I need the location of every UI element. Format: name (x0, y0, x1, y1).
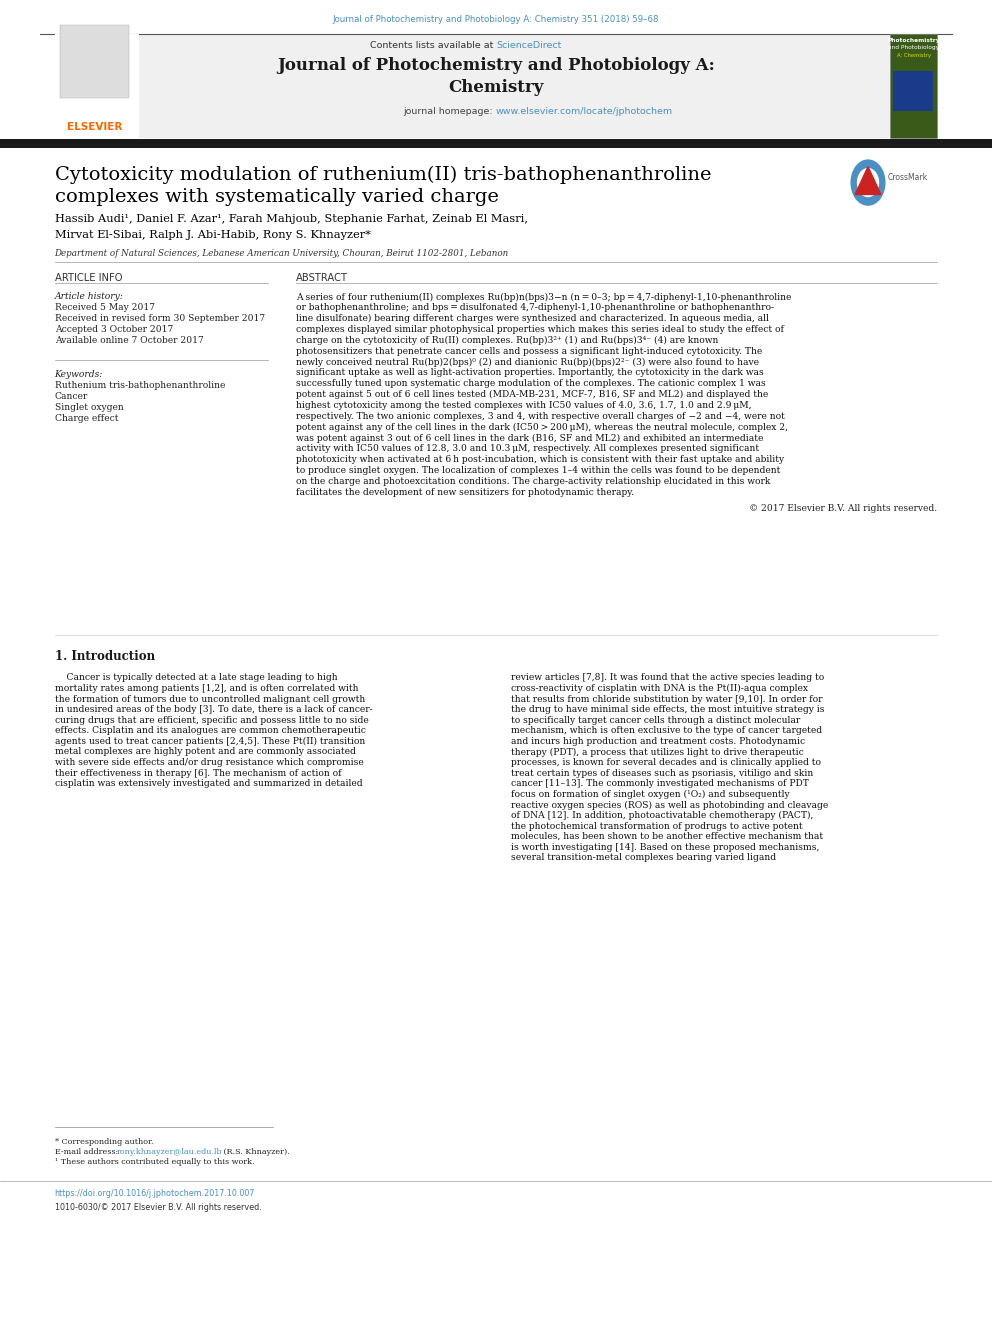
Text: Photochemistry: Photochemistry (887, 38, 940, 44)
Text: ELSEVIER: ELSEVIER (66, 122, 122, 132)
FancyBboxPatch shape (55, 34, 937, 138)
Text: cancer [11–13]. The commonly investigated mechanisms of PDT: cancer [11–13]. The commonly investigate… (511, 779, 808, 789)
FancyBboxPatch shape (55, 34, 139, 138)
Text: curing drugs that are efficient, specific and possess little to no side: curing drugs that are efficient, specifi… (55, 716, 368, 725)
Text: and incurs high production and treatment costs. Photodynamic: and incurs high production and treatment… (511, 737, 805, 746)
Text: to produce singlet oxygen. The localization of complexes 1–4 within the cells wa: to produce singlet oxygen. The localizat… (296, 466, 780, 475)
Text: E-mail address:: E-mail address: (55, 1148, 120, 1156)
Text: their effectiveness in therapy [6]. The mechanism of action of: their effectiveness in therapy [6]. The … (55, 769, 341, 778)
Text: and Photobiology: and Photobiology (888, 45, 939, 50)
Text: focus on formation of singlet oxygen (¹O₂) and subsequently: focus on formation of singlet oxygen (¹O… (511, 790, 790, 799)
Text: Hassib Audi¹, Daniel F. Azar¹, Farah Mahjoub, Stephanie Farhat, Zeinab El Masri,: Hassib Audi¹, Daniel F. Azar¹, Farah Mah… (55, 214, 528, 225)
Text: Journal of Photochemistry and Photobiology A:: Journal of Photochemistry and Photobiolo… (277, 57, 715, 74)
Text: activity with IC50 values of 12.8, 3.0 and 10.3 μM, respectively. All complexes : activity with IC50 values of 12.8, 3.0 a… (296, 445, 759, 454)
Text: complexes displayed similar photophysical properties which makes this series ide: complexes displayed similar photophysica… (296, 325, 784, 333)
Text: or bathophenanthroline; and bps = disulfonated 4,7-diphenyl-1,10-phenanthroline : or bathophenanthroline; and bps = disulf… (296, 303, 774, 312)
Text: ¹ These authors contributed equally to this work.: ¹ These authors contributed equally to t… (55, 1159, 254, 1167)
Text: ARTICLE INFO: ARTICLE INFO (55, 273, 122, 283)
Text: reactive oxygen species (ROS) as well as photobinding and cleavage: reactive oxygen species (ROS) as well as… (511, 800, 828, 810)
Text: complexes with systematically varied charge: complexes with systematically varied cha… (55, 188, 498, 206)
Text: Ruthenium tris-bathophenanthroline: Ruthenium tris-bathophenanthroline (55, 381, 225, 390)
Text: of DNA [12]. In addition, photoactivatable chemotherapy (PACT),: of DNA [12]. In addition, photoactivatab… (511, 811, 813, 820)
Text: facilitates the development of new sensitizers for photodynamic therapy.: facilitates the development of new sensi… (296, 488, 634, 496)
Text: Charge effect: Charge effect (55, 414, 118, 422)
Text: Available online 7 October 2017: Available online 7 October 2017 (55, 336, 203, 345)
Text: several transition-metal complexes bearing varied ligand: several transition-metal complexes beari… (511, 853, 776, 863)
Text: mortality rates among patients [1,2], and is often correlated with: mortality rates among patients [1,2], an… (55, 684, 358, 693)
Text: molecules, has been shown to be another effective mechanism that: molecules, has been shown to be another … (511, 832, 823, 841)
Text: Cytotoxicity modulation of ruthenium(II) tris-bathophenanthroline: Cytotoxicity modulation of ruthenium(II)… (55, 165, 711, 184)
Text: charge on the cytotoxicity of Ru(II) complexes. Ru(bp)3²⁺ (1) and Ru(bps)3⁴⁻ (4): charge on the cytotoxicity of Ru(II) com… (296, 336, 718, 345)
Text: is worth investigating [14]. Based on these proposed mechanisms,: is worth investigating [14]. Based on th… (511, 843, 819, 852)
Text: A series of four ruthenium(II) complexes Ru(bp)n(bps)3−n (n = 0–3; bp = 4,7-diph: A series of four ruthenium(II) complexes… (296, 292, 791, 302)
Text: processes, is known for several decades and is clinically applied to: processes, is known for several decades … (511, 758, 821, 767)
FancyBboxPatch shape (60, 25, 129, 98)
Text: to specifically target cancer cells through a distinct molecular: to specifically target cancer cells thro… (511, 716, 801, 725)
Circle shape (857, 168, 879, 197)
Text: effects. Cisplatin and its analogues are common chemotherapeutic: effects. Cisplatin and its analogues are… (55, 726, 365, 736)
Polygon shape (855, 167, 881, 194)
Text: Received 5 May 2017: Received 5 May 2017 (55, 303, 155, 312)
Text: 1. Introduction: 1. Introduction (55, 650, 155, 663)
Text: Chemistry: Chemistry (448, 79, 544, 97)
Text: cisplatin was extensively investigated and summarized in detailed: cisplatin was extensively investigated a… (55, 779, 362, 789)
Text: potent against any of the cell lines in the dark (IC50 > 200 μM), whereas the ne: potent against any of the cell lines in … (296, 422, 788, 431)
Text: Contents lists available at: Contents lists available at (370, 41, 496, 50)
Circle shape (851, 160, 885, 205)
Text: www.elsevier.com/locate/jphotochem: www.elsevier.com/locate/jphotochem (496, 107, 674, 116)
Text: Cancer is typically detected at a late stage leading to high: Cancer is typically detected at a late s… (55, 673, 337, 683)
Text: © 2017 Elsevier B.V. All rights reserved.: © 2017 Elsevier B.V. All rights reserved… (749, 504, 937, 513)
Text: newly conceived neutral Ru(bp)2(bps)⁰ (2) and dianionic Ru(bp)(bps)2²⁻ (3) were : newly conceived neutral Ru(bp)2(bps)⁰ (2… (296, 357, 759, 366)
Text: treat certain types of diseases such as psoriasis, vitiligo and skin: treat certain types of diseases such as … (511, 769, 813, 778)
Text: Journal of Photochemistry and Photobiology A: Chemistry 351 (2018) 59–68: Journal of Photochemistry and Photobiolo… (332, 15, 660, 24)
Text: (R.S. Khnayzer).: (R.S. Khnayzer). (221, 1148, 290, 1156)
Text: on the charge and photoexcitation conditions. The charge-activity relationship e: on the charge and photoexcitation condit… (296, 476, 770, 486)
Text: the drug to have minimal side effects, the most intuitive strategy is: the drug to have minimal side effects, t… (511, 705, 824, 714)
Text: Cancer: Cancer (55, 392, 88, 401)
Text: Accepted 3 October 2017: Accepted 3 October 2017 (55, 325, 173, 333)
Text: mechanism, which is often exclusive to the type of cancer targeted: mechanism, which is often exclusive to t… (511, 726, 822, 736)
Text: * Corresponding author.: * Corresponding author. (55, 1138, 153, 1146)
Text: potent against 5 out of 6 cell lines tested (MDA-MB-231, MCF-7, B16, SF and ML2): potent against 5 out of 6 cell lines tes… (296, 390, 768, 400)
Text: Mirvat El-Sibai, Ralph J. Abi-Habib, Rony S. Khnayzer*: Mirvat El-Sibai, Ralph J. Abi-Habib, Ron… (55, 230, 370, 241)
FancyBboxPatch shape (0, 139, 992, 148)
Text: was potent against 3 out of 6 cell lines in the dark (B16, SF and ML2) and exhib: was potent against 3 out of 6 cell lines… (296, 434, 763, 442)
Text: CrossMark: CrossMark (888, 173, 928, 181)
Text: respectively. The two anionic complexes, 3 and 4, with respective overall charge: respectively. The two anionic complexes,… (296, 411, 785, 421)
FancyBboxPatch shape (890, 34, 937, 138)
Text: https://doi.org/10.1016/j.jphotochem.2017.10.007: https://doi.org/10.1016/j.jphotochem.201… (55, 1189, 255, 1199)
Text: review articles [7,8]. It was found that the active species leading to: review articles [7,8]. It was found that… (511, 673, 824, 683)
Text: phototoxicity when activated at 6 h post-incubation, which is consistent with th: phototoxicity when activated at 6 h post… (296, 455, 784, 464)
Text: highest cytotoxicity among the tested complexes with IC50 values of 4.0, 3.6, 1.: highest cytotoxicity among the tested co… (296, 401, 751, 410)
Text: the formation of tumors due to uncontrolled malignant cell growth: the formation of tumors due to uncontrol… (55, 695, 365, 704)
Text: line disulfonate) bearing different charges were synthesized and characterized. : line disulfonate) bearing different char… (296, 314, 769, 323)
Text: Article history:: Article history: (55, 292, 123, 302)
Text: Singlet oxygen: Singlet oxygen (55, 402, 123, 411)
Text: the photochemical transformation of prodrugs to active potent: the photochemical transformation of prod… (511, 822, 803, 831)
Text: agents used to treat cancer patients [2,4,5]. These Pt(II) transition: agents used to treat cancer patients [2,… (55, 737, 365, 746)
Text: cross-reactivity of cisplatin with DNA is the Pt(II)-aqua complex: cross-reactivity of cisplatin with DNA i… (511, 684, 807, 693)
Text: therapy (PDT), a process that utilizes light to drive therapeutic: therapy (PDT), a process that utilizes l… (511, 747, 804, 757)
Text: rony.khnayzer@lau.edu.lb: rony.khnayzer@lau.edu.lb (117, 1148, 222, 1156)
Text: journal homepage:: journal homepage: (404, 107, 496, 116)
Text: photosensitizers that penetrate cancer cells and possess a significant light-ind: photosensitizers that penetrate cancer c… (296, 347, 762, 356)
Text: in undesired areas of the body [3]. To date, there is a lack of cancer-: in undesired areas of the body [3]. To d… (55, 705, 372, 714)
Text: that results from chloride substitution by water [9,10]. In order for: that results from chloride substitution … (511, 695, 822, 704)
Text: A: Chemistry: A: Chemistry (897, 53, 930, 58)
Text: with severe side effects and/or drug resistance which compromise: with severe side effects and/or drug res… (55, 758, 363, 767)
FancyBboxPatch shape (893, 71, 933, 111)
Text: ABSTRACT: ABSTRACT (296, 273, 347, 283)
Text: Received in revised form 30 September 2017: Received in revised form 30 September 20… (55, 314, 265, 323)
Text: ScienceDirect: ScienceDirect (496, 41, 561, 50)
Text: Department of Natural Sciences, Lebanese American University, Chouran, Beirut 11: Department of Natural Sciences, Lebanese… (55, 249, 509, 258)
Text: significant uptake as well as light-activation properties. Importantly, the cyto: significant uptake as well as light-acti… (296, 368, 764, 377)
Text: 1010-6030/© 2017 Elsevier B.V. All rights reserved.: 1010-6030/© 2017 Elsevier B.V. All right… (55, 1203, 261, 1212)
Text: Keywords:: Keywords: (55, 370, 103, 380)
Text: metal complexes are highly potent and are commonly associated: metal complexes are highly potent and ar… (55, 747, 355, 757)
Text: successfully tuned upon systematic charge modulation of the complexes. The catio: successfully tuned upon systematic charg… (296, 380, 766, 388)
